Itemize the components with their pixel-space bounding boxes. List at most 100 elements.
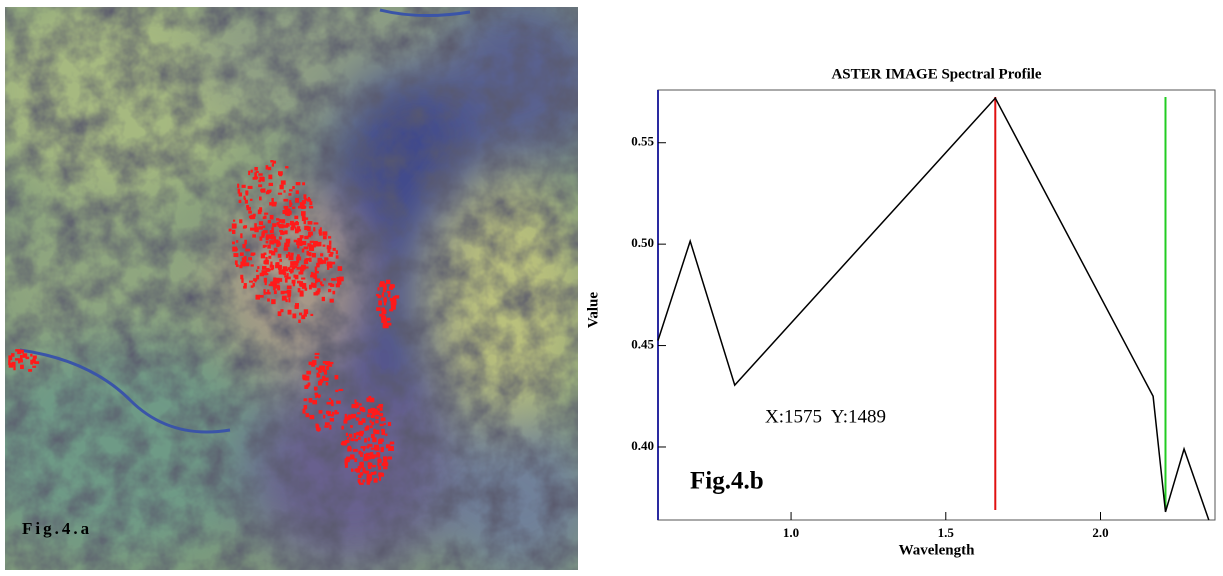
fire-pixel: [372, 465, 376, 467]
fire-pixel: [338, 266, 343, 271]
fire-pixel: [320, 253, 323, 256]
fire-pixel: [32, 366, 36, 368]
fire-pixel: [358, 437, 361, 440]
fire-pixel: [281, 219, 285, 223]
fire-pixel: [275, 265, 279, 269]
fire-pixel: [388, 293, 391, 297]
fire-pixel: [306, 413, 309, 417]
fire-pixel: [233, 253, 238, 257]
fire-pixel: [379, 476, 381, 481]
fire-pixel: [327, 402, 332, 405]
fire-pixel: [298, 320, 301, 323]
fire-pixel: [374, 478, 378, 482]
fire-pixel: [350, 425, 353, 428]
fire-pixel: [271, 268, 274, 271]
fire-pixel: [236, 240, 238, 243]
fire-pixel: [381, 431, 385, 435]
y-tick-label: 0.45: [631, 337, 654, 352]
fire-pixel: [237, 184, 239, 188]
fire-pixel: [325, 422, 330, 425]
y-axis-label: Value: [585, 292, 601, 328]
fire-pixel: [354, 399, 356, 403]
fire-pixel: [312, 360, 316, 365]
fire-pixel: [248, 186, 253, 189]
fire-pixel: [339, 389, 344, 391]
fire-pixel: [259, 221, 263, 225]
fire-pixel: [383, 283, 386, 287]
fire-pixel: [304, 405, 308, 409]
fire-pixel: [279, 278, 282, 282]
fire-pixel: [318, 369, 322, 373]
fire-pixel: [258, 226, 263, 229]
fire-pixel: [251, 285, 254, 287]
fire-pixel: [323, 260, 326, 264]
fire-pixel: [239, 265, 242, 268]
fire-pixel: [264, 216, 266, 219]
fire-pixel: [264, 245, 267, 247]
fire-pixel: [354, 433, 357, 438]
fire-pixel: [306, 371, 311, 375]
fire-pixel: [242, 257, 246, 262]
fire-pixel: [284, 275, 288, 277]
fire-pixel: [323, 415, 325, 419]
fire-pixel: [292, 186, 295, 189]
fire-pixel: [371, 422, 374, 425]
fire-pixel: [256, 270, 258, 272]
fire-pixel: [268, 220, 271, 223]
fire-pixel: [269, 190, 271, 192]
fire-pixel: [370, 398, 375, 403]
fire-pixel: [378, 458, 381, 463]
fire-pixel: [346, 433, 348, 436]
fire-pixel: [262, 271, 264, 273]
fire-pixel: [304, 309, 308, 314]
fire-pixel: [288, 252, 290, 256]
fire-pixel: [289, 189, 293, 191]
fire-pixel: [28, 369, 32, 372]
fire-pixel: [356, 417, 360, 420]
fire-pixel: [250, 199, 253, 201]
fire-pixel: [243, 196, 245, 199]
fire-pixel: [370, 452, 373, 456]
fire-pixel: [289, 202, 291, 207]
fire-pixel: [13, 366, 15, 371]
fire-pixel: [274, 248, 278, 253]
fire-pixel: [295, 275, 299, 280]
fire-pixel: [384, 462, 389, 466]
fire-pixel: [312, 273, 317, 277]
fire-pixel: [270, 160, 273, 162]
fire-pixel: [279, 270, 284, 275]
y-tick-label: 0.55: [631, 134, 654, 149]
fire-pixel: [265, 282, 267, 285]
fire-pixel: [275, 262, 279, 265]
fire-pixel: [274, 236, 276, 240]
fire-pixel: [387, 318, 391, 321]
fire-pixel: [357, 412, 361, 414]
y-tick-label: 0.50: [631, 235, 654, 250]
fire-pixel: [270, 215, 274, 220]
fire-pixel: [288, 292, 291, 296]
fire-pixel: [312, 400, 317, 404]
fire-pixel: [267, 290, 269, 295]
fire-pixel: [313, 227, 315, 231]
fire-pixel: [382, 310, 387, 314]
fire-pixel: [254, 167, 257, 170]
fire-pixel: [299, 313, 302, 316]
fire-pixel: [380, 407, 383, 410]
fire-pixel: [284, 243, 287, 246]
fire-pixel: [266, 236, 269, 240]
fire-pixel: [264, 278, 267, 283]
fire-pixel: [294, 240, 297, 243]
fire-pixel: [268, 167, 271, 170]
panel-label: Fig.4.a: [22, 519, 92, 538]
fire-pixel: [384, 423, 386, 425]
fire-pixel: [263, 230, 268, 233]
fire-pixel: [321, 284, 324, 286]
fire-pixel: [378, 300, 382, 305]
fire-pixel: [292, 313, 296, 318]
fire-pixel: [310, 314, 313, 316]
fire-pixel: [311, 282, 313, 285]
fire-pixel: [303, 194, 306, 199]
fire-pixel: [268, 175, 272, 180]
fire-pixel: [260, 295, 264, 298]
fire-pixel: [362, 479, 365, 482]
